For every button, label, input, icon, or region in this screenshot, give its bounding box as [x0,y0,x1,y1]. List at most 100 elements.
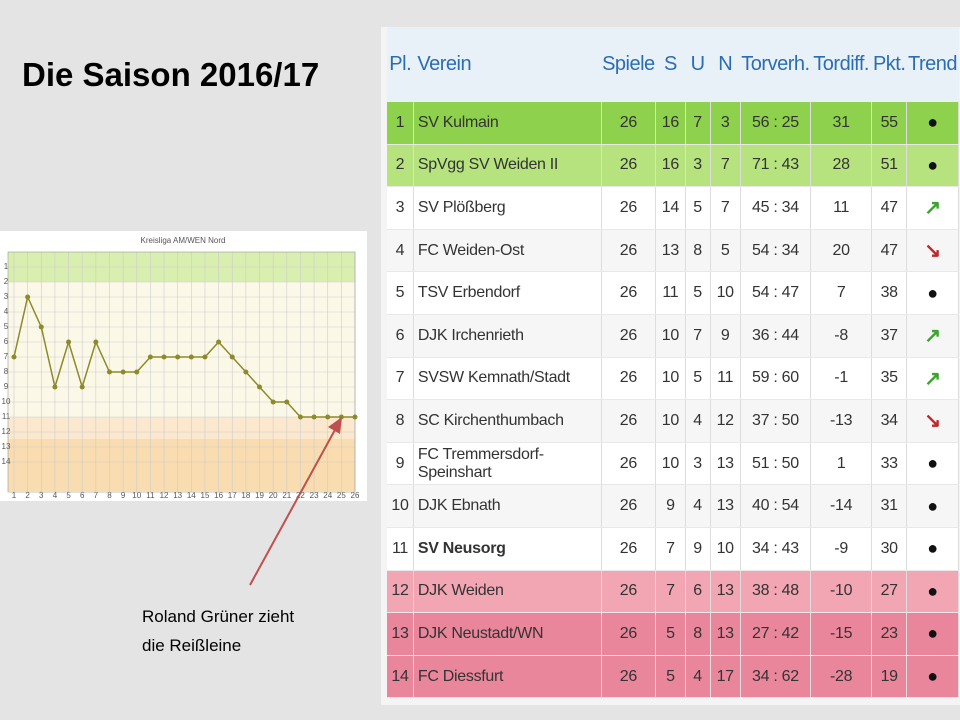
table-cell: 10 [655,399,686,443]
plot-border [7,251,356,493]
x-tick-label: 13 [173,491,182,500]
column-header: Spiele [601,27,656,102]
table-cell: 71 : 43 [740,144,812,188]
table-cell: -13 [810,399,873,443]
column-header: Pl. [387,27,414,102]
table-cell: 56 : 25 [740,102,812,145]
table-cell: 47 [871,186,908,230]
x-tick-label: 26 [351,491,360,500]
table-cell: -28 [810,655,873,699]
y-tick-label: 11 [2,412,11,421]
table-cell: 7 [710,144,741,188]
table-cell: DJK Irchenrieth [413,314,602,358]
table-row: 11 SV Neusorg 26 7 9 10 34 : 43 -9 30 ● [387,527,959,571]
table-cell: 4 [685,399,711,443]
table-cell: 59 : 60 [740,357,812,401]
x-tick-label: 21 [282,491,291,500]
table-cell: 5 [387,271,414,315]
table-row: 14 FC Diessfurt 26 5 4 17 34 : 62 -28 19 ● [387,655,959,699]
trend-icon: ● [906,442,959,486]
point [325,414,331,420]
table-cell: 16 [655,144,686,188]
y-tick-label: 3 [4,292,9,301]
table-row: 1 SV Kulmain 26 16 7 3 56 : 25 31 55 ● [387,102,959,145]
table-cell: 4 [685,484,711,528]
table-cell: 6 [685,570,711,614]
table-cell: 37 : 50 [740,399,812,443]
x-tick-label: 17 [228,491,237,500]
y-tick-label: 5 [4,322,9,331]
table-cell: 26 [601,229,657,273]
table-cell: 26 [601,484,657,528]
table-row: 9 FC Tremmersdorf-Speinshart 26 10 3 13 51 : 5… [387,442,959,486]
table-cell: 3 [685,442,711,486]
x-tick-label: 22 [296,491,305,500]
table-row: 3 SV Plößberg 26 14 5 7 45 : 34 11 47 ↗ [387,186,959,230]
trend-icon: ● [906,271,959,315]
table-cell: 2 [387,144,414,188]
x-tick-label: 12 [160,491,169,500]
annotation-line: die Reißleine [142,636,242,655]
table-cell: 26 [601,271,657,315]
table-cell: 34 [871,399,908,443]
y-tick-label: 8 [4,367,9,376]
table-cell: SpVgg SV Weiden II [413,144,602,188]
table-row: 13 DJK Neustadt/WN 26 5 8 13 27 : 42 -15 23 ● [387,612,959,656]
x-tick-label: 19 [255,491,264,500]
table-cell: 8 [387,399,414,443]
point [66,339,72,345]
table-cell: 13 [710,442,741,486]
y-tick-label: 2 [4,277,9,286]
point [297,414,303,420]
table-cell: DJK Ebnath [413,484,602,528]
table-cell: DJK Weiden [413,570,602,614]
point [106,369,112,375]
table-cell: 35 [871,357,908,401]
table-cell: 3 [387,186,414,230]
table-cell: 14 [387,655,414,699]
x-tick-label: 7 [94,491,99,500]
x-tick-label: 20 [269,491,278,500]
table-cell: 54 : 34 [740,229,812,273]
table-cell: 51 [871,144,908,188]
table-cell: 38 [871,271,908,315]
table-cell: 13 [655,229,686,273]
table-cell: 40 : 54 [740,484,812,528]
table-cell: SVSW Kemnath/Stadt [413,357,602,401]
table-cell: TSV Erbendorf [413,271,602,315]
table-cell: 3 [685,144,711,188]
column-header: N [710,27,741,102]
table-cell: 10 [655,314,686,358]
table-cell: -8 [810,314,873,358]
column-header: Torverh. [740,27,811,102]
table-cell: 45 : 34 [740,186,812,230]
table-cell: 11 [810,186,873,230]
trend-icon: ↗ [906,186,959,230]
annotation-line: Roland Grüner zieht [142,607,295,626]
table-cell: 11 [655,271,686,315]
y-tick-label: 13 [2,442,11,451]
trend-icon: ● [906,655,959,699]
table-cell: 6 [387,314,414,358]
table-cell: 10 [655,357,686,401]
point [79,384,85,390]
table-cell: 7 [810,271,873,315]
table-cell: 7 [655,570,686,614]
table-cell: 10 [387,484,414,528]
point [311,414,317,420]
point [25,294,31,300]
table-cell: 26 [601,399,657,443]
point [11,354,17,360]
table-cell: 7 [685,102,711,145]
x-tick-label: 6 [80,491,85,500]
point [161,354,167,360]
x-tick-label: 16 [214,491,223,500]
table-cell: 26 [601,186,657,230]
x-tick-label: 8 [107,491,112,500]
table-cell: 11 [710,357,741,401]
chart: Kreisliga AM/WEN Nord 123456789101112131… [0,231,367,501]
trend-icon: ● [906,484,959,528]
table-cell: 5 [685,271,711,315]
table-row: 8 SC Kirchenthumbach 26 10 4 12 37 : 50 -13 34 ↘ [387,399,959,443]
table-cell: 1 [810,442,873,486]
